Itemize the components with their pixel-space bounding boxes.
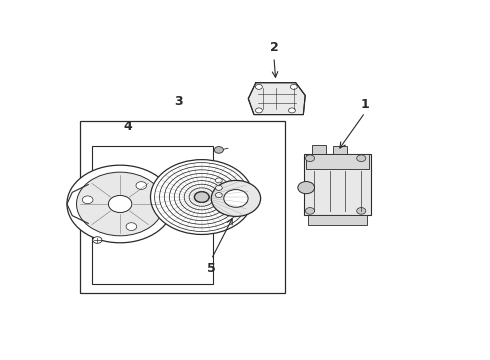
Circle shape — [216, 185, 222, 190]
Circle shape — [211, 180, 261, 216]
Text: 1: 1 — [361, 98, 369, 111]
Circle shape — [108, 195, 132, 212]
Bar — [92, 146, 213, 284]
Text: 4: 4 — [123, 120, 132, 133]
Text: 3: 3 — [174, 95, 183, 108]
Circle shape — [216, 193, 222, 198]
Circle shape — [166, 203, 173, 208]
Circle shape — [289, 108, 295, 113]
Circle shape — [93, 237, 102, 243]
Circle shape — [298, 181, 315, 194]
Circle shape — [165, 193, 174, 201]
Text: 5: 5 — [207, 262, 216, 275]
Bar — [333, 146, 347, 154]
Bar — [304, 154, 371, 215]
Circle shape — [357, 208, 366, 214]
Circle shape — [305, 208, 315, 214]
Bar — [308, 215, 367, 225]
Text: 2: 2 — [270, 41, 278, 54]
Circle shape — [126, 223, 137, 230]
Circle shape — [150, 159, 253, 234]
Circle shape — [214, 147, 223, 153]
Circle shape — [255, 108, 262, 113]
Bar — [312, 145, 326, 154]
Bar — [306, 154, 369, 169]
Circle shape — [195, 192, 209, 202]
Bar — [80, 121, 285, 293]
Circle shape — [255, 84, 262, 89]
Circle shape — [136, 182, 147, 189]
Circle shape — [163, 184, 176, 194]
Circle shape — [167, 195, 172, 199]
Circle shape — [166, 186, 173, 192]
Circle shape — [357, 155, 366, 162]
Circle shape — [76, 172, 164, 236]
Circle shape — [82, 196, 93, 204]
Polygon shape — [248, 83, 305, 114]
Circle shape — [216, 178, 222, 183]
Circle shape — [67, 165, 173, 243]
Circle shape — [305, 155, 315, 162]
Circle shape — [291, 84, 297, 89]
Circle shape — [224, 190, 248, 207]
Circle shape — [163, 201, 176, 210]
